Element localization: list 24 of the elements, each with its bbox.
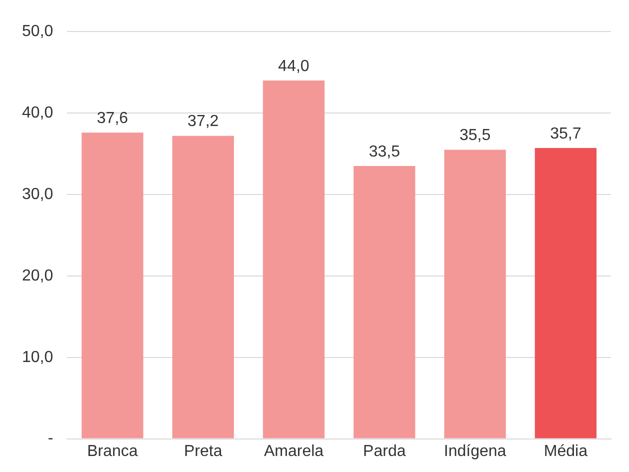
y-tick-label: 40,0 xyxy=(22,104,54,122)
x-tick-label: Branca xyxy=(87,442,138,460)
x-tick-label: Parda xyxy=(363,442,406,460)
data-label: 35,7 xyxy=(550,125,582,142)
bar xyxy=(172,136,234,438)
y-tick-label: 10,0 xyxy=(22,348,54,366)
bar xyxy=(82,132,144,438)
x-tick-label: Média xyxy=(544,442,588,460)
bar xyxy=(534,148,596,438)
y-tick-label: 30,0 xyxy=(22,186,54,203)
data-label: 33,5 xyxy=(368,143,400,160)
y-tick-label: 20,0 xyxy=(22,267,54,284)
bar xyxy=(444,150,506,438)
x-tick-label: Preta xyxy=(184,442,222,460)
bar xyxy=(262,80,325,438)
data-label: 44,0 xyxy=(278,58,310,75)
x-tick-label: Indígena xyxy=(444,442,506,460)
data-label: 37,6 xyxy=(96,110,128,127)
y-tick-label: - xyxy=(48,430,54,448)
x-tick-label: Amarela xyxy=(264,442,324,460)
data-label: 37,2 xyxy=(188,113,219,130)
bar xyxy=(354,166,416,438)
data-label: 35,5 xyxy=(459,127,491,144)
y-tick-label: 50,0 xyxy=(22,23,54,40)
